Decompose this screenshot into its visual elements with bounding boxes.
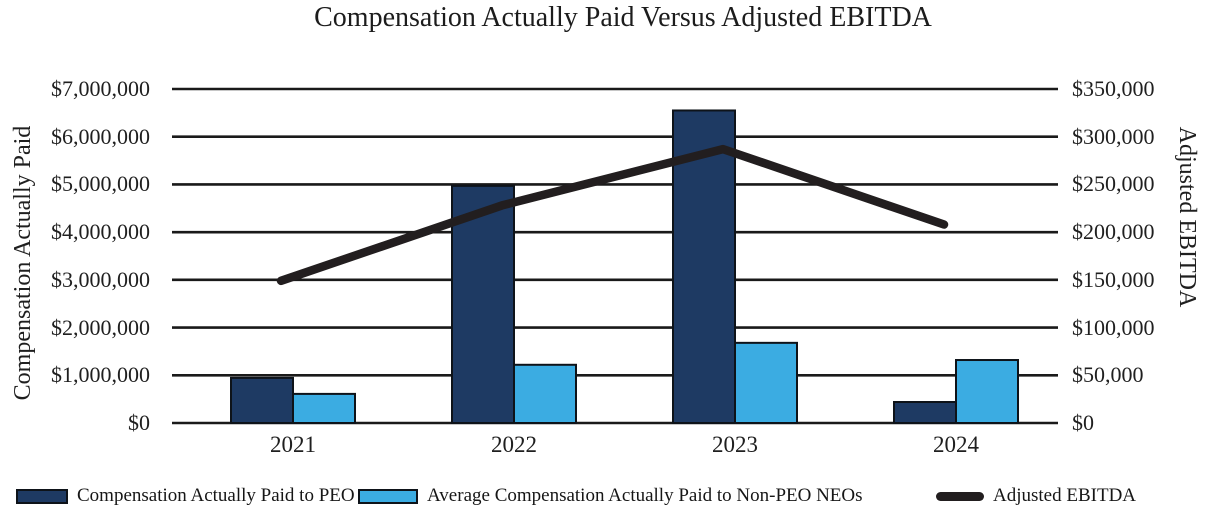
legend-label: Compensation Actually Paid to PEO	[77, 485, 355, 506]
adjusted-ebitda-line	[276, 144, 949, 286]
bar-peo-2024	[893, 401, 957, 424]
legend: Compensation Actually Paid to PEO Average…	[0, 485, 1216, 509]
legend-label: Adjusted EBITDA	[993, 485, 1137, 506]
legend-label: Average Compensation Actually Paid to No…	[427, 485, 863, 506]
legend-line-icon	[936, 491, 984, 501]
legend-item-adjusted-ebitda: Adjusted EBITDA	[936, 485, 1136, 507]
legend-item-non-peo: Average Compensation Actually Paid to No…	[358, 485, 863, 507]
chart-title: Compensation Actually Paid Versus Adjust…	[314, 2, 932, 33]
bar-non-peo-2022	[513, 363, 577, 425]
legend-swatch-icon	[16, 488, 68, 504]
legend-swatch-icon	[358, 488, 418, 504]
bar-peo-2022	[451, 184, 515, 424]
bar-non-peo-2023	[734, 341, 798, 424]
bar-peo-2021	[230, 376, 294, 425]
bar-non-peo-2024	[955, 359, 1019, 425]
legend-item-peo: Compensation Actually Paid to PEO	[16, 485, 355, 507]
bar-non-peo-2021	[292, 392, 356, 425]
